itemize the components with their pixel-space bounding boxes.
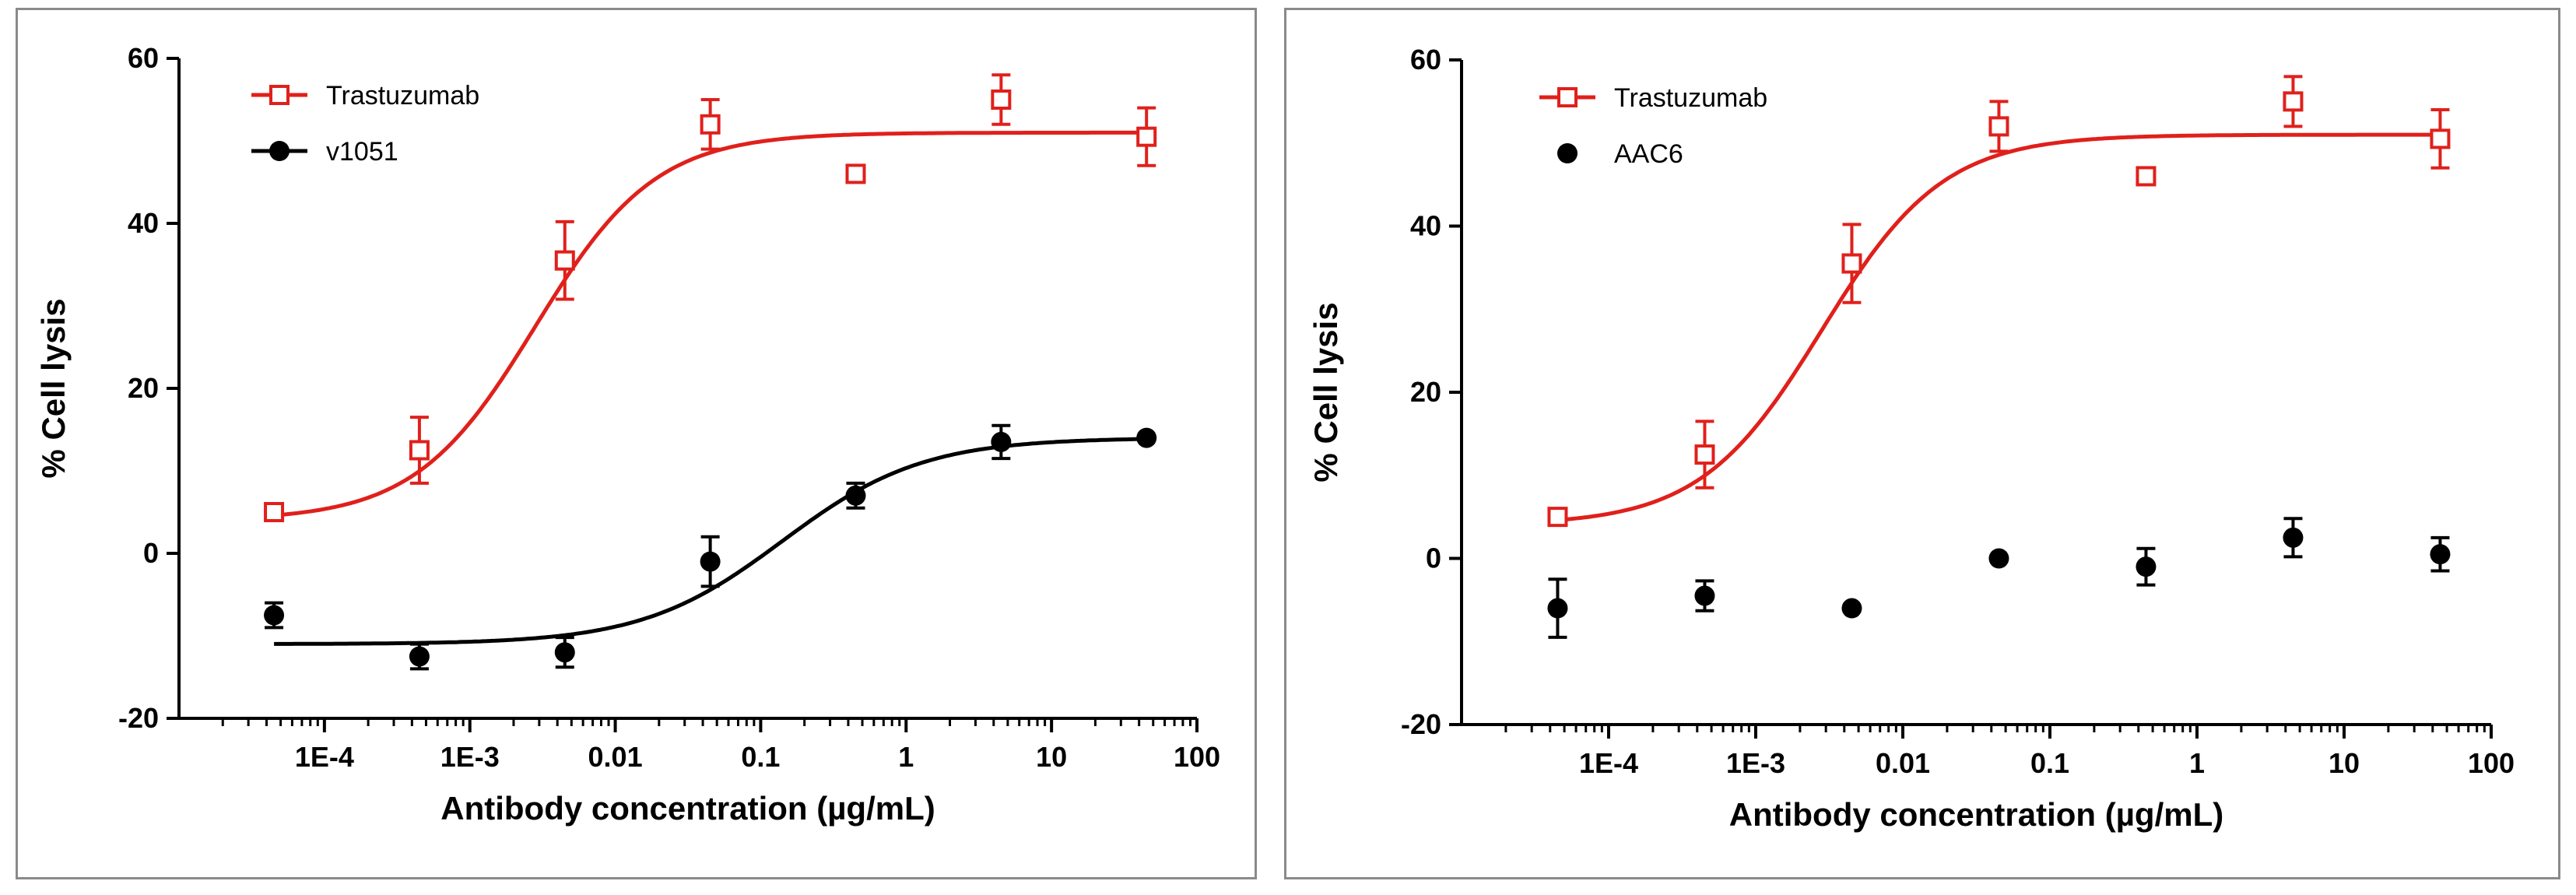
data-point-square [554,250,575,271]
data-point-circle [554,642,575,663]
y-tick-label: 60 [1410,44,1441,75]
data-point-circle [2283,527,2304,548]
data-point-square [1136,126,1157,147]
y-tick-label: 40 [1410,210,1441,242]
x-tick-label: 1E-3 [440,741,500,773]
chart-right: -20 0 20 40 60 1E-4 1E-3 0.01 0.1 1 10 100 % Cell ly… [1307,44,2515,833]
legend-marker-circle [269,141,290,161]
chart-left: -20 0 20 40 60 1E-4 1E-3 0.01 0.1 1 10 100 % Cell ly… [35,42,1220,827]
y-tick-label: 20 [128,372,159,404]
data-point-square [1694,444,1715,465]
x-tick-label: 0.1 [741,741,780,773]
x-tick-label: 1 [898,741,914,773]
y-axis-title: % Cell lysis [1307,302,1344,482]
data-point-square [2283,91,2304,112]
data-point-square [2430,128,2451,149]
legend-label: AAC6 [1614,139,1683,169]
legend-label: Trastuzumab [1614,83,1767,113]
data-point-circle [2430,544,2451,565]
x-tick-label: 0.1 [2030,747,2069,779]
legend-marker-circle [1557,143,1578,163]
x-tick-label: 1 [2189,747,2205,779]
data-point-square [700,114,721,135]
legend-label: Trastuzumab [326,81,479,111]
data-point-square [991,90,1012,110]
x-tick-label: 0.01 [588,741,643,773]
data-point-circle [1547,598,1568,619]
legend-marker-square [1557,87,1578,107]
data-point-circle [845,485,866,506]
chart-panel-left: -20 0 20 40 60 1E-4 1E-3 0.01 0.1 1 10 100 % Cell ly… [16,8,1257,879]
y-tick-label: 40 [128,207,159,239]
x-tick-label: 100 [2468,747,2515,779]
y-tick-label: 0 [1426,542,1441,574]
y-axis-title: % Cell lysis [35,298,72,478]
data-point-circle [2136,556,2157,577]
x-axis-title: Antibody concentration (µg/mL) [1729,796,2224,833]
data-point-circle [1694,585,1715,606]
data-point-square [409,440,430,461]
legend-label: v1051 [326,137,398,167]
fit-curve-trastuzumab [1557,132,2441,522]
data-point-circle [264,605,285,626]
x-tick-label: 10 [1036,741,1067,773]
y-tick-label: -20 [118,702,159,734]
data-point-square [264,502,285,522]
data-point-square [2136,166,2157,187]
x-axis-title: Antibody concentration (µg/mL) [440,790,935,827]
fit-curve-trastuzumab [273,130,1147,518]
y-tick-label: 20 [1410,376,1441,408]
y-tick-label: -20 [1401,708,1441,740]
x-tick-label: 1E-4 [295,741,354,773]
x-tick-label: 0.01 [1876,747,1930,779]
data-point-circle [1136,427,1157,448]
y-tick-label: 0 [143,537,159,569]
data-point-square [845,163,866,184]
x-tick-label: 1E-3 [1726,747,1785,779]
x-tick-label: 1E-4 [1579,747,1638,779]
data-point-circle [1841,598,1862,619]
y-tick-label: 60 [128,42,159,74]
data-point-square [1988,116,2009,137]
data-point-circle [1988,548,2009,569]
data-point-circle [991,431,1012,452]
data-point-square [1547,507,1568,528]
x-tick-label: 100 [1174,741,1220,773]
data-point-square [1841,253,1862,274]
data-point-circle [700,551,721,572]
legend-marker-square [269,85,290,105]
data-point-circle [409,646,430,667]
x-tick-label: 10 [2329,747,2360,779]
chart-panel-right: -20 0 20 40 60 1E-4 1E-3 0.01 0.1 1 10 100 % Cell ly… [1284,8,2560,879]
